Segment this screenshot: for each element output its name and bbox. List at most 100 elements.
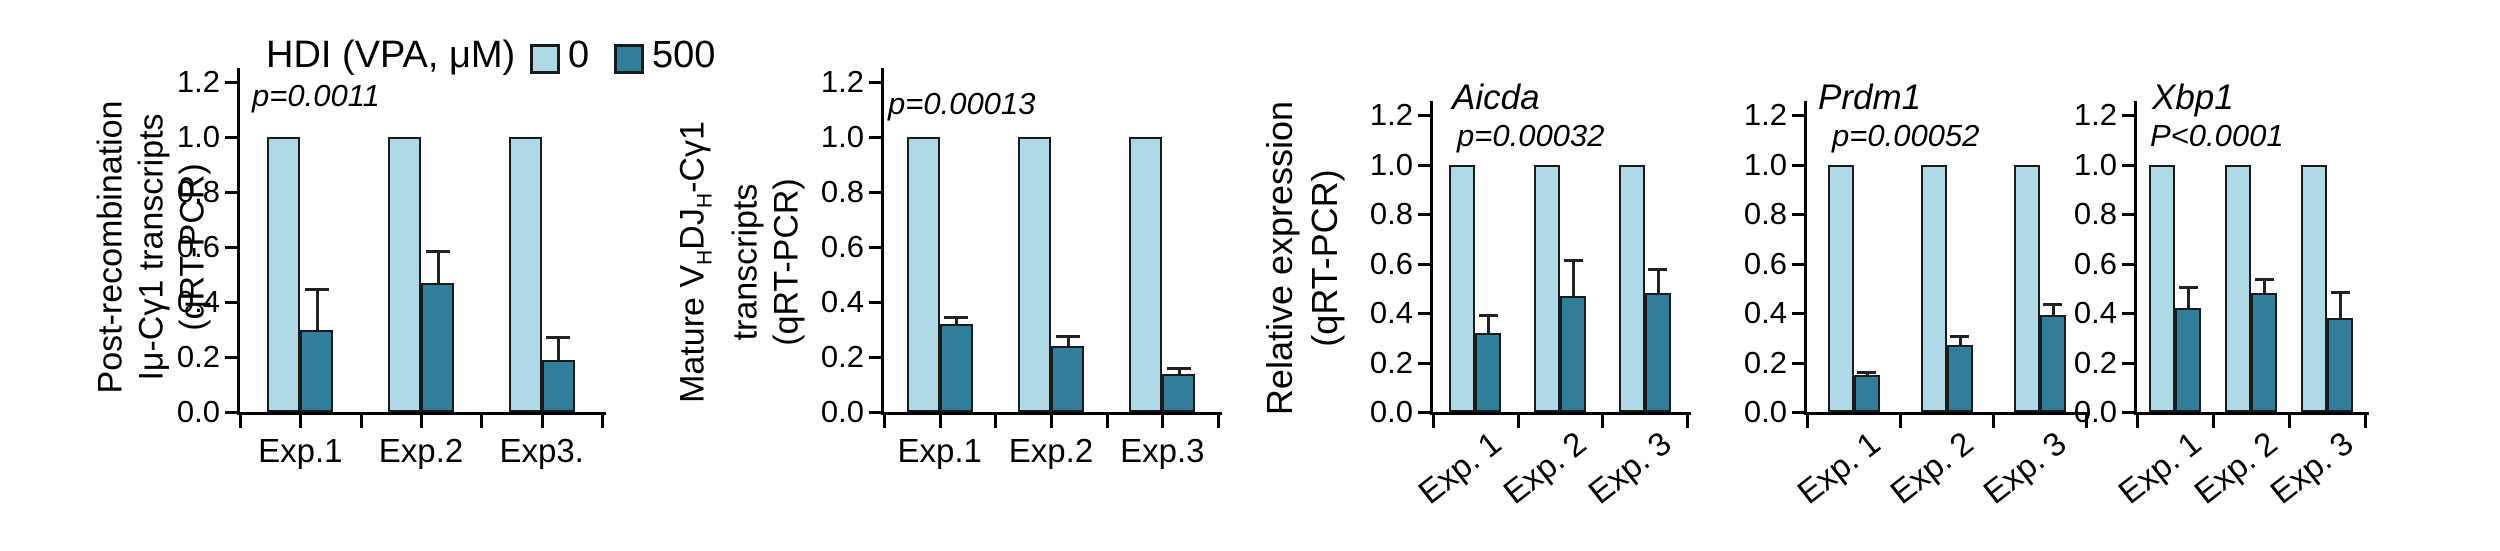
legend-title: HDI (VPA, μM) <box>266 34 516 76</box>
bar-500 <box>1644 293 1671 412</box>
error-bar <box>2051 303 2055 316</box>
x-category-label: Exp.3 <box>1120 432 1205 469</box>
y-tick-label: 0.0 <box>176 394 220 429</box>
error-bar <box>1572 258 1575 296</box>
y-tick-label: 1.0 <box>1743 146 1787 182</box>
x-tick <box>994 415 998 428</box>
x-tick <box>239 415 242 428</box>
x-tick <box>420 415 423 428</box>
x-tick <box>299 415 303 428</box>
y-tick-label: 0.4 <box>1743 295 1787 330</box>
y-tick-label: 0.8 <box>1369 196 1413 231</box>
bar-0 <box>388 137 421 412</box>
y-tick <box>1418 213 1431 216</box>
x-tick <box>1516 415 1520 428</box>
axis-y <box>1430 101 1433 415</box>
bar-0 <box>1534 164 1560 412</box>
x-category-label: Exp.2 <box>378 432 464 469</box>
y-axis-label-line: (qRT-PCR) <box>173 163 212 331</box>
y-tick <box>1418 114 1431 117</box>
y-tick <box>869 191 882 194</box>
axis-x <box>1430 412 1691 415</box>
y-tick-label: 0.0 <box>1743 394 1787 429</box>
y-axis-label: Relative expression (qRT-PCR) <box>1257 101 1347 415</box>
legend-label-500: 500 <box>652 34 716 76</box>
y-tick <box>1792 361 1805 365</box>
y-tick-label: 0.6 <box>1743 245 1787 281</box>
y-tick-label: 0.4 <box>2073 295 2117 330</box>
error-bar <box>557 336 561 360</box>
bar-0 <box>1129 137 1163 412</box>
y-axis-label-line: Post-recombination <box>91 100 130 394</box>
y-axis-label-line: (qRT-PCR) <box>1304 169 1345 347</box>
y-tick <box>869 301 882 304</box>
bar-0 <box>2149 164 2175 412</box>
y-tick <box>1792 312 1805 315</box>
error-bar <box>1177 366 1181 374</box>
axis-x <box>237 412 606 415</box>
y-tick-label: 0.6 <box>176 229 220 264</box>
panel-title: Xbp1 <box>2152 78 2234 117</box>
p-value-label: p=0.00052 <box>1832 118 1980 153</box>
error-bar <box>2263 278 2266 294</box>
y-tick <box>2122 262 2135 266</box>
y-tick <box>869 246 882 249</box>
y-tick-label: 1.0 <box>2073 146 2117 182</box>
bar-500 <box>300 329 334 412</box>
x-tick <box>1432 415 1435 428</box>
y-tick-label: 1.0 <box>1369 146 1413 182</box>
y-tick <box>1418 361 1431 365</box>
error-bar-cap <box>425 249 450 253</box>
p-value-label: p=0.00013 <box>888 86 1036 121</box>
x-tick <box>359 415 363 428</box>
y-tick <box>2122 312 2135 315</box>
legend-swatch-0 <box>530 44 560 74</box>
bar-500 <box>1560 295 1586 412</box>
error-bar-cap <box>1648 268 1668 272</box>
x-category-label: Exp.2 <box>1008 432 1094 469</box>
y-tick-label: 1.2 <box>820 64 864 99</box>
x-tick <box>540 415 544 428</box>
y-tick-label: 1.0 <box>820 119 864 154</box>
bar-500 <box>2251 293 2277 412</box>
y-tick-label: 0.0 <box>820 394 864 429</box>
y-tick-label: 0.2 <box>2073 344 2117 380</box>
error-bar-cap <box>2330 290 2350 294</box>
x-tick <box>2085 415 2088 428</box>
y-axis-label: Post-recombination Iμ-Cγ1 transcripts (qRT… <box>91 101 214 394</box>
bar-0 <box>267 137 301 412</box>
bar-0 <box>2225 164 2251 412</box>
y-tick-label: 0.0 <box>1369 394 1413 429</box>
y-axis-label-line: (qRT-PCR) <box>767 178 806 346</box>
y-tick-label: 1.2 <box>176 64 220 99</box>
bar-500 <box>541 359 575 412</box>
y-axis-label-line: Iμ-Cγ1 transcripts <box>132 113 171 381</box>
y-tick-label: 0.2 <box>176 339 220 374</box>
error-bar-cap <box>2043 303 2062 307</box>
error-bar-cap <box>304 288 329 292</box>
y-tick-label: 0.4 <box>176 284 220 319</box>
y-tick <box>225 246 238 249</box>
x-tick <box>1105 415 1109 428</box>
bar-0 <box>1920 164 1947 412</box>
error-bar <box>1487 314 1491 333</box>
x-tick <box>883 415 886 428</box>
error-bar <box>2187 285 2190 309</box>
bar-500 <box>1946 345 1973 412</box>
x-tick <box>1992 415 1995 428</box>
axis-x <box>1804 412 2090 415</box>
error-bar <box>1066 335 1070 346</box>
y-tick-label: 0.0 <box>2073 394 2117 429</box>
y-tick-label: 1.2 <box>2073 97 2117 132</box>
y-tick <box>1418 411 1431 414</box>
y-tick-label: 0.6 <box>2073 245 2117 281</box>
legend-label-0: 0 <box>568 34 590 76</box>
y-tick-label: 1.0 <box>176 119 220 154</box>
error-bar-cap <box>944 315 969 319</box>
y-tick <box>1792 262 1805 266</box>
bar-500 <box>1853 374 1880 412</box>
x-tick <box>1806 415 1809 428</box>
bar-0 <box>1018 137 1051 412</box>
y-tick <box>225 81 238 84</box>
